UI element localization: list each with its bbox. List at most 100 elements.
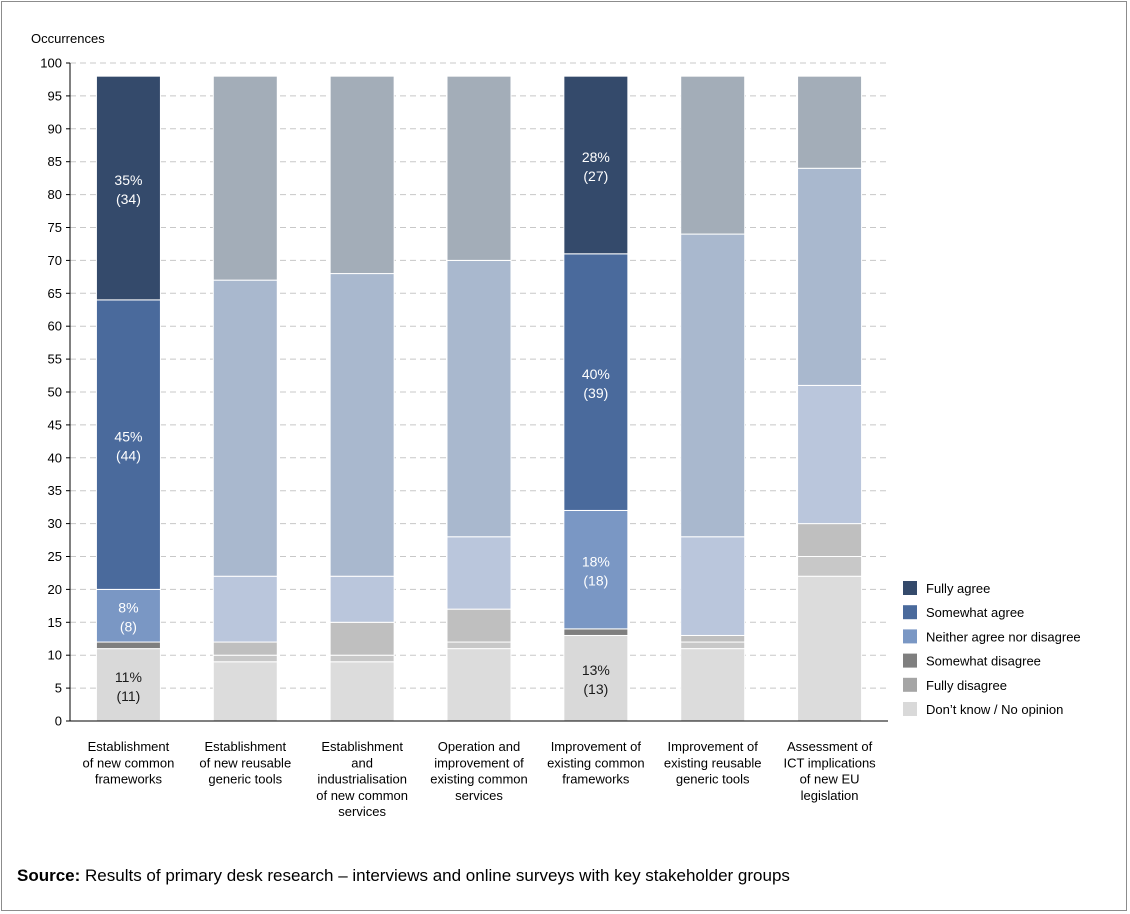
legend-label: Neither agree nor disagree (926, 629, 1081, 644)
y-tick-label: 80 (48, 187, 62, 202)
y-tick-label: 20 (48, 582, 62, 597)
legend-label: Fully disagree (926, 678, 1007, 693)
y-tick-label: 70 (48, 253, 62, 268)
bar-segment (797, 167, 863, 386)
y-tick-label: 5 (55, 681, 62, 696)
data-label: 13% (582, 662, 610, 678)
data-label: (18) (583, 573, 608, 589)
bar-segment (797, 556, 863, 577)
x-tick-label: of new common (83, 755, 175, 770)
legend-swatch (903, 677, 917, 692)
y-tick-label: 55 (48, 352, 62, 367)
bar-segment (329, 661, 395, 722)
legend-label: Somewhat disagree (926, 654, 1041, 669)
y-tick-label: 0 (55, 714, 62, 729)
x-tick-label: improvement of (434, 755, 524, 770)
x-tick-label: Assessment of (787, 739, 873, 754)
x-tick-label: and (351, 755, 373, 770)
bar-segment (680, 641, 746, 650)
bar-segment (212, 75, 278, 281)
y-tick-label: 50 (48, 385, 62, 400)
bar-segment (95, 299, 161, 590)
x-tick-label: services (455, 788, 503, 803)
bar-segment (212, 279, 278, 577)
data-label: 8% (118, 600, 138, 616)
bar-segment (212, 641, 278, 656)
x-tick-label: frameworks (562, 772, 630, 787)
x-tick-label: Establishment (88, 739, 170, 754)
data-label: (34) (116, 191, 141, 207)
x-tick-label: services (338, 804, 386, 819)
legend-swatch (903, 702, 917, 716)
bar-segment (95, 588, 161, 643)
x-tick-label: existing common (547, 755, 645, 770)
x-tick-label: generic tools (676, 772, 750, 787)
legend-swatch (903, 605, 917, 620)
bar-segment (563, 75, 629, 255)
data-label: 28% (582, 149, 610, 165)
x-tick-label: industrialisation (317, 772, 407, 787)
x-tick-label: of new common (316, 788, 408, 803)
bar-segment (329, 75, 395, 275)
x-tick-label: existing common (430, 772, 528, 787)
x-tick-label: ICT implications (783, 755, 876, 770)
bar-segment (680, 75, 746, 235)
x-tick-label: Establishment (204, 739, 286, 754)
y-tick-label: 90 (48, 121, 62, 136)
data-label: (27) (583, 168, 608, 184)
y-tick-label: 60 (48, 319, 62, 334)
bar-segment (797, 384, 863, 525)
bar-segment (212, 654, 278, 663)
x-tick-label: generic tools (208, 772, 282, 787)
bar-segment (797, 75, 863, 169)
data-label: (8) (120, 619, 137, 635)
bar-segment (797, 523, 863, 557)
data-label: 40% (582, 366, 610, 382)
bar-segment (680, 648, 746, 722)
data-label: (39) (583, 385, 608, 401)
bar-segment (563, 253, 629, 511)
data-label: (11) (116, 688, 140, 704)
bar-segment (446, 536, 512, 610)
bar-segment (95, 648, 161, 722)
bar-segment (446, 608, 512, 643)
x-tick-label: legislation (801, 788, 859, 803)
bar-segment (329, 575, 395, 623)
bar-segment (446, 259, 512, 538)
x-tick-label: frameworks (95, 772, 163, 787)
y-tick-label: 25 (48, 549, 62, 564)
y-tick-label: 10 (48, 648, 62, 663)
x-tick-label: of new EU (800, 772, 860, 787)
y-tick-label: 100 (40, 56, 62, 71)
bar-segment (95, 75, 161, 301)
source-note: Source: Results of primary desk research… (17, 866, 790, 886)
legend-swatch (903, 581, 917, 595)
data-label: (13) (583, 681, 608, 697)
bar-segment (212, 661, 278, 722)
x-tick-label: existing reusable (664, 755, 762, 770)
legend-label: Don’t know / No opinion (926, 702, 1063, 717)
bar-segment (329, 621, 395, 656)
y-tick-label: 15 (48, 615, 62, 630)
bar-segment (329, 654, 395, 663)
legend-swatch (903, 653, 917, 668)
y-tick-label: 30 (48, 516, 62, 531)
bar-segment (95, 641, 161, 650)
stacked-bar-chart: Occurrences 0 5 10 15 20 25 30 35 40 45 50 55 60 65 70 7… (31, 31, 1081, 819)
legend-label: Somewhat agree (926, 605, 1024, 620)
y-tick-label: 35 (48, 483, 62, 498)
bar-segment (212, 575, 278, 643)
data-label: 11% (115, 669, 142, 685)
bar-segment (446, 75, 512, 261)
bar-segment (680, 233, 746, 538)
bar-segment (563, 509, 629, 630)
data-label: (44) (116, 448, 141, 464)
y-tick-label: 65 (48, 286, 62, 301)
y-tick-label: 95 (48, 88, 62, 103)
y-tick-label: 45 (48, 417, 62, 432)
legend-label: Fully agree (926, 581, 990, 596)
data-label: 18% (582, 554, 610, 570)
x-tick-label: Improvement of (668, 739, 759, 754)
source-label: Source: (17, 866, 81, 885)
